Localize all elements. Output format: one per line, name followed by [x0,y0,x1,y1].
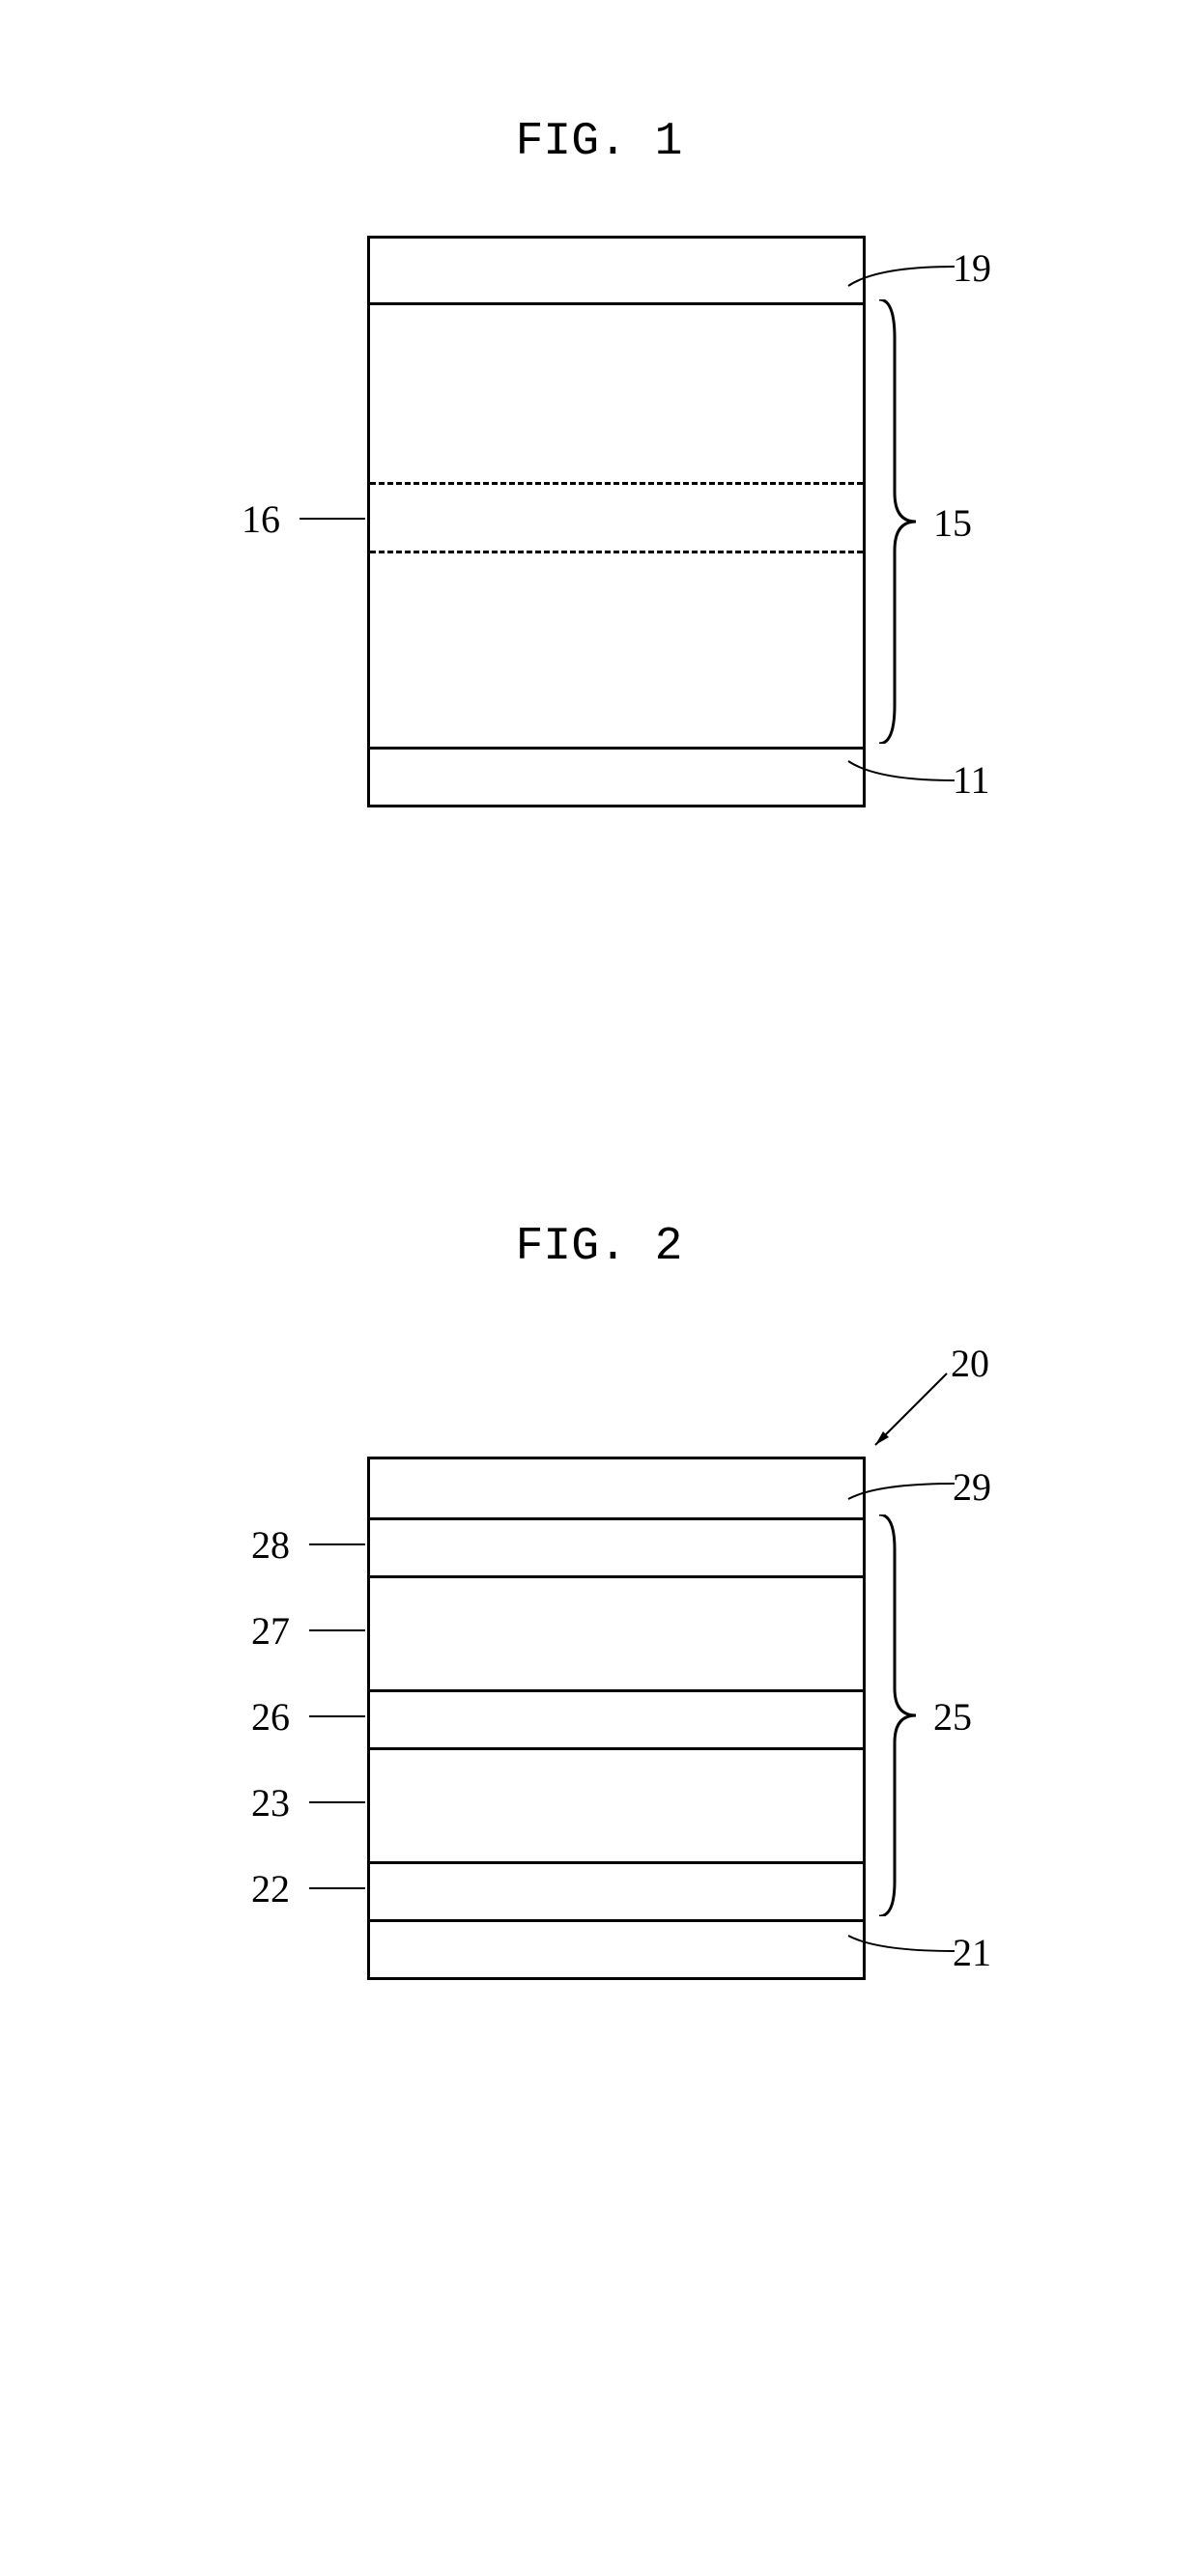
fig2-label-28: 28 [251,1522,290,1568]
fig2-label-21: 21 [953,1930,991,1975]
fig2-label-20: 20 [951,1341,989,1386]
fig1-stage: 16 19 11 15 [232,236,1024,815]
fig2-hook-21 [839,1928,955,1967]
fig2-layer-21 [370,1919,863,1977]
fig2-stage: 20 28 27 26 23 22 29 [232,1341,1024,2017]
fig2-layer-23 [370,1747,863,1861]
fig2-lead-27 [309,1629,365,1631]
fig1-stack [367,236,866,807]
fig1-layer-bottom [370,747,863,805]
fig2-lead-26 [309,1715,365,1717]
fig1-hook-11 [839,757,955,796]
fig1-label-16: 16 [242,496,280,542]
fig2-lead-28 [309,1543,365,1545]
fig1-title: FIG. 1 [516,116,683,168]
fig2-layer-28 [370,1517,863,1575]
fig2-layer-22 [370,1861,863,1919]
fig2-label-22: 22 [251,1866,290,1911]
fig2-label-29: 29 [953,1464,991,1510]
fig2-label-27: 27 [251,1608,290,1654]
figure-2: FIG. 2 20 28 27 26 23 22 29 [0,1221,1198,2017]
fig2-label-26: 26 [251,1694,290,1740]
fig1-layer-lower [370,553,863,747]
fig1-layer-mid [370,482,863,553]
fig1-brace-15 [873,299,920,744]
fig1-layer-upper [370,302,863,482]
fig2-layer-26 [370,1689,863,1747]
fig2-arrow-20 [858,1366,955,1462]
fig2-brace-25 [873,1514,920,1916]
fig2-stack [367,1457,866,1980]
fig2-hook-29 [839,1472,955,1511]
fig2-layer-29 [370,1459,863,1517]
fig1-label-15: 15 [933,500,972,546]
fig2-label-25: 25 [933,1694,972,1740]
fig2-layer-27 [370,1575,863,1689]
fig2-title: FIG. 2 [516,1221,683,1273]
fig2-lead-23 [309,1801,365,1803]
fig2-label-23: 23 [251,1780,290,1826]
fig1-label-19: 19 [953,245,991,291]
fig1-hook-19 [839,255,955,294]
figure-1: FIG. 1 16 19 11 15 [0,116,1198,815]
fig2-lead-22 [309,1887,365,1889]
fig1-lead-16 [300,518,365,520]
fig1-layer-top [370,239,863,302]
fig1-label-11: 11 [953,757,990,803]
